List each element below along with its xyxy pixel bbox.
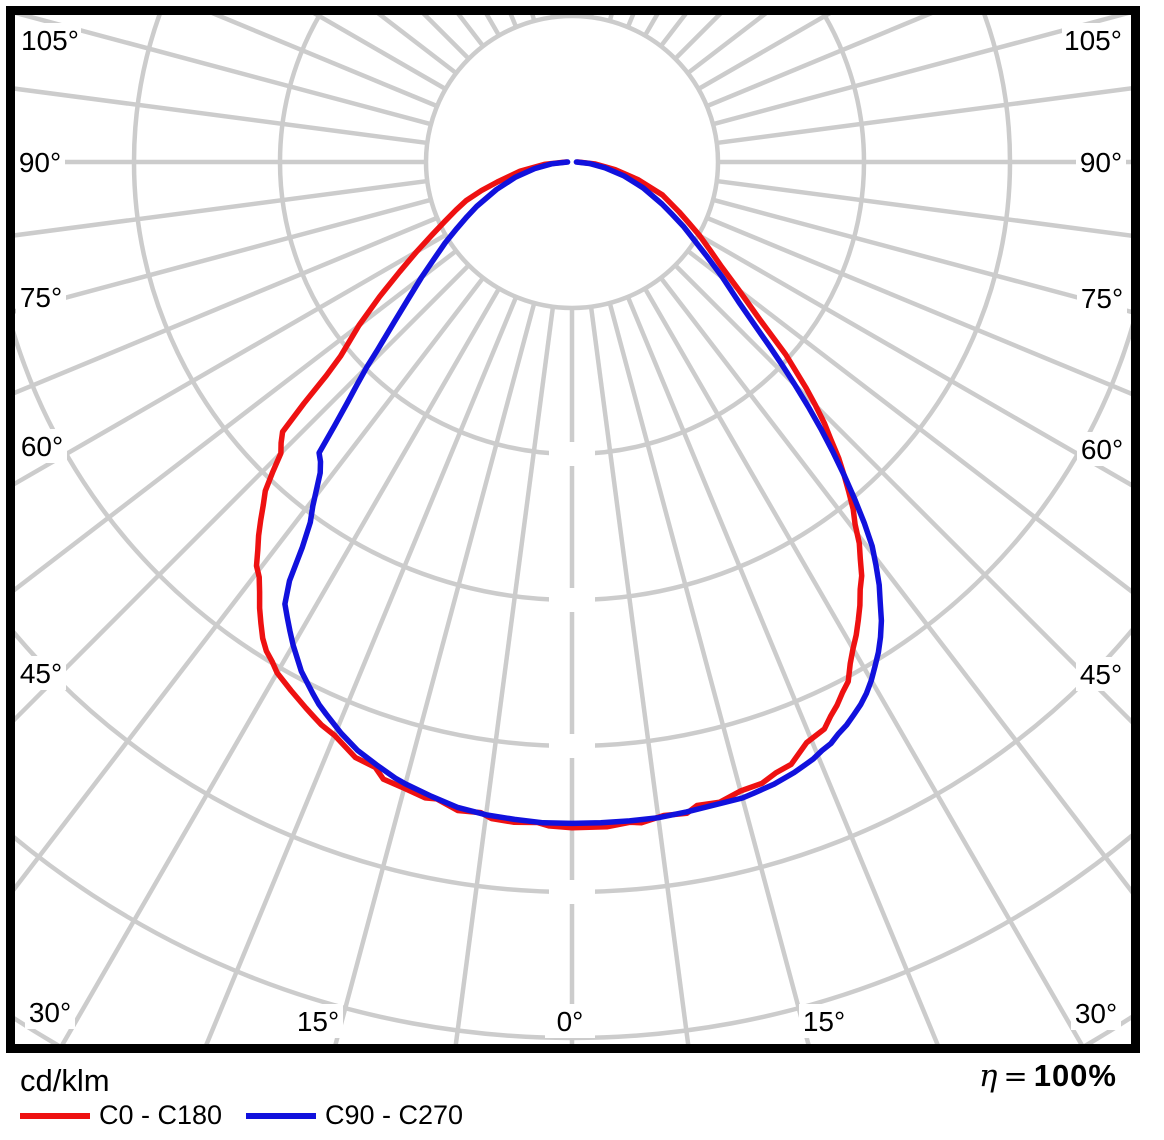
- grid-gamma-line: [15, 178, 428, 238]
- legend-label-c90-c270: C90 - C270: [325, 1100, 464, 1130]
- eta-equals: =: [1003, 1059, 1028, 1093]
- grid-gamma-line: [204, 296, 519, 1044]
- grid-gamma-line: [15, 276, 485, 892]
- gamma-label: 60°: [21, 431, 63, 462]
- gamma-label-box: [19, 23, 81, 57]
- gamma-label-box: [17, 429, 67, 463]
- gamma-label-box: [1071, 996, 1121, 1030]
- grid-gamma-line: [15, 86, 428, 146]
- legend-swatch-c0-c180: [20, 1112, 90, 1119]
- gamma-label-box: [1077, 432, 1127, 466]
- grid-gamma-line: [706, 215, 1131, 396]
- ring-value-gap: [549, 880, 595, 904]
- gamma-label: 75°: [20, 282, 62, 313]
- grid-gamma-line: [60, 287, 501, 1044]
- gamma-label: 45°: [1080, 659, 1122, 690]
- legend-swatch-c90-c270: [246, 1112, 316, 1119]
- gamma-labels: 105° 90° 75° 60° 45° 30° 105° 90° 75° 60° 45° 30° 15…: [15, 23, 1127, 1038]
- grid-gamma-line: [588, 306, 691, 1044]
- gamma-label-box: [1077, 281, 1127, 315]
- gamma-label: 0°: [557, 1006, 584, 1037]
- curve-c90-c270: [282, 159, 885, 827]
- grid-gamma-line: [15, 215, 438, 396]
- ring-value-gap: [549, 734, 595, 758]
- grid-gamma-line: [607, 302, 811, 1044]
- gamma-label-box: [293, 1004, 343, 1038]
- gamma-label: 15°: [803, 1006, 845, 1037]
- grid-gamma-line: [686, 249, 1131, 594]
- grid-gamma-line: [15, 197, 432, 314]
- grid-gamma-line: [697, 233, 1131, 488]
- grid-gamma-line: [453, 306, 556, 1044]
- curve-c0-c180: [253, 159, 865, 831]
- gamma-label-box: [1076, 657, 1126, 691]
- grid-gamma-line: [712, 197, 1131, 315]
- gamma-label-box: [16, 280, 66, 314]
- gamma-label-box: [1062, 23, 1124, 57]
- grid-gamma-line: [712, 15, 1130, 127]
- gamma-label-box: [545, 1004, 595, 1038]
- grid-gamma-line: [15, 233, 447, 487]
- grid-gamma-line: [211, 15, 438, 109]
- units-label: cd/klm: [20, 1063, 110, 1098]
- eta-value: 100%: [1033, 1058, 1117, 1093]
- gamma-label: 30°: [29, 997, 71, 1028]
- grid-gamma-line: [15, 15, 432, 127]
- grid-gamma-line: [15, 263, 471, 723]
- grid-gamma-line: [706, 15, 933, 109]
- gamma-label-box: [16, 656, 66, 690]
- legend-label-c0-c180: C0 - C180: [99, 1100, 223, 1130]
- eta-symbol: η: [978, 1058, 998, 1094]
- legend-item-c0-c180: C0 - C180: [20, 1100, 222, 1131]
- grid-ring: [423, 15, 721, 311]
- grid-gamma-line: [716, 86, 1131, 146]
- gamma-label: 30°: [1075, 998, 1117, 1029]
- gamma-label: 60°: [1081, 434, 1123, 465]
- grid-gamma-line: [716, 178, 1131, 238]
- ring-value-gap: [549, 442, 595, 466]
- ring-value-gap: [549, 588, 595, 612]
- gamma-label-box: [15, 145, 65, 179]
- grid-gamma-line: [659, 276, 1131, 895]
- gamma-label: 105°: [21, 25, 79, 56]
- gamma-label-box: [1076, 145, 1126, 179]
- grid-gamma-line: [15, 249, 458, 593]
- plot-border: [6, 6, 1140, 1053]
- legend-item-c90-c270: C90 - C270: [246, 1100, 463, 1131]
- grid-gamma-line: [643, 287, 1084, 1044]
- gamma-label-box: [799, 1004, 849, 1038]
- gamma-label: 90°: [19, 147, 61, 178]
- gamma-label: 75°: [1081, 283, 1123, 314]
- gamma-label: 45°: [20, 658, 62, 689]
- gamma-label: 105°: [1064, 25, 1122, 56]
- gamma-label-box: [25, 995, 75, 1029]
- grid-gamma-line: [333, 302, 537, 1044]
- efficiency-readout: η = 100%: [979, 1058, 1117, 1094]
- gamma-label: 90°: [1080, 147, 1122, 178]
- gamma-label: 15°: [297, 1006, 339, 1037]
- curves: [253, 159, 885, 831]
- grid-ring: [15, 322, 1131, 749]
- grid-gamma-line: [625, 296, 940, 1044]
